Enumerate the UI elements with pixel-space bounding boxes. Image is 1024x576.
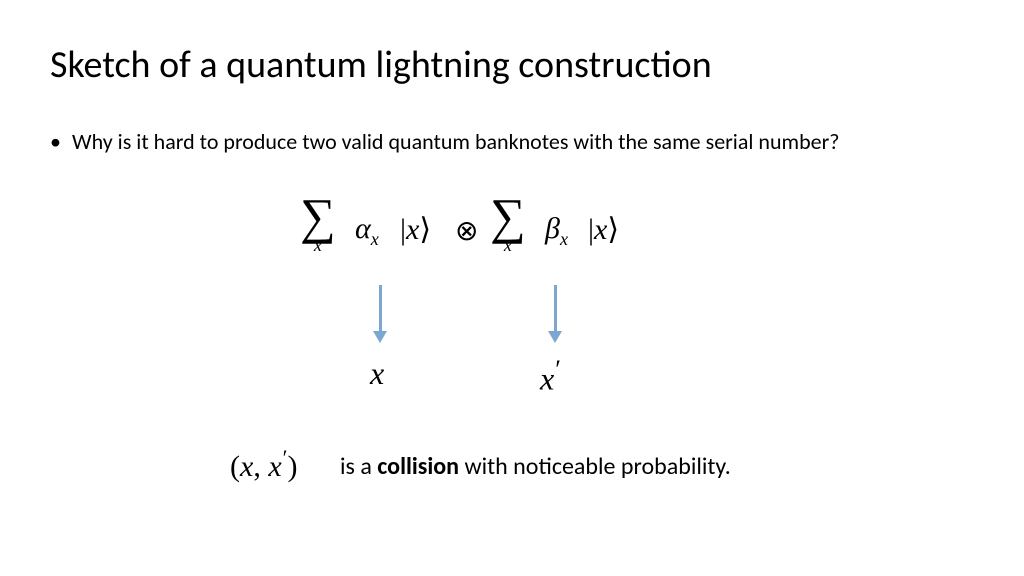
collision-prefix: is a	[340, 452, 377, 481]
arrow-left	[378, 285, 382, 343]
arrow-right	[553, 285, 557, 343]
sigma-1: ∑ x	[300, 200, 336, 252]
slide-title: Sketch of a quantum lightning constructi…	[50, 42, 712, 88]
slide: Sketch of a quantum lightning constructi…	[0, 0, 1024, 576]
ket-1: |x⟩	[400, 212, 431, 247]
arrow-head-icon	[373, 331, 387, 343]
x-label-left: x	[370, 355, 384, 392]
collision-suffix: with noticeable probability.	[459, 452, 731, 481]
beta-coef: βx	[545, 212, 568, 250]
sigma-2: ∑ x	[490, 200, 526, 252]
x-label-right: x′	[540, 355, 561, 398]
tensor-symbol: ⊗	[455, 214, 478, 248]
arrow-shaft	[379, 285, 382, 333]
arrow-head-icon	[548, 331, 562, 343]
bullet-text: Why is it hard to produce two valid quan…	[72, 128, 942, 157]
collision-text: is a collision with noticeable probabili…	[340, 452, 731, 481]
alpha-coef: αx	[355, 212, 379, 250]
math-expression: ∑ x αx |x⟩ ⊗ ∑ x βx |x⟩	[300, 200, 730, 280]
pair-expression: (x, x′)	[230, 445, 297, 484]
bullet-dot: •	[50, 128, 72, 157]
collision-bold: collision	[377, 452, 459, 481]
arrow-shaft	[554, 285, 557, 333]
bullet-item: •Why is it hard to produce two valid qua…	[50, 128, 960, 157]
ket-2: |x⟩	[588, 212, 619, 247]
